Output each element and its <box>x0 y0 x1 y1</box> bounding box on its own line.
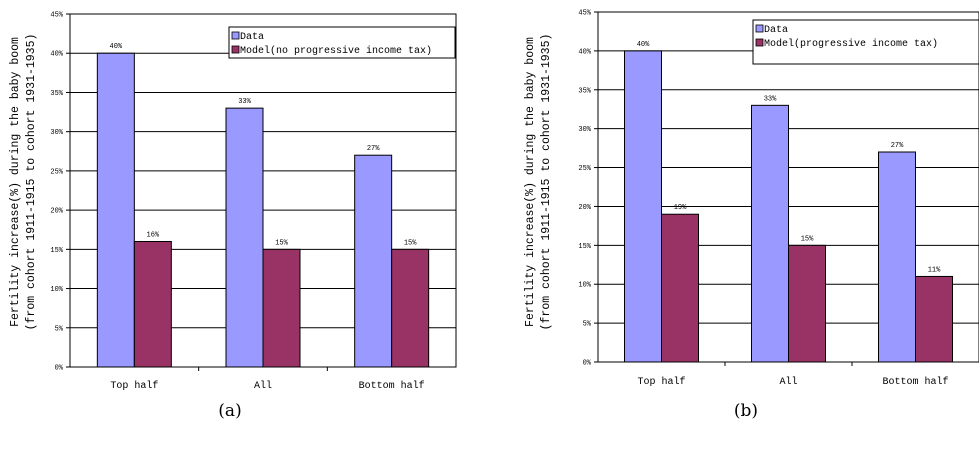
data-label: 27% <box>891 142 904 150</box>
legend-label: Model(progressive income tax) <box>764 38 938 50</box>
panel-caption: (b) <box>734 401 758 421</box>
y-tick-label: 15% <box>50 247 63 255</box>
y-tick-label: 45% <box>578 10 591 18</box>
data-label: 15% <box>801 235 814 243</box>
data-label: 40% <box>637 41 650 49</box>
bar-data <box>879 152 916 362</box>
category-label: All <box>779 376 797 388</box>
category-label: Bottom half <box>359 380 425 392</box>
data-label: 15% <box>404 239 417 247</box>
bar-model <box>789 245 826 362</box>
y-tick-label: 15% <box>578 243 591 251</box>
category-label: Top half <box>637 376 685 388</box>
bar-data <box>97 53 134 367</box>
legend-swatch <box>232 46 239 53</box>
y-tick-label: 35% <box>50 90 63 98</box>
y-axis-title: (from cohort 1911-1915 to cohort 1931-19… <box>540 34 553 331</box>
legend-swatch <box>756 39 763 46</box>
legend-label: Model(no progressive income tax) <box>240 45 432 57</box>
panel-caption: (a) <box>218 401 241 421</box>
bar-model <box>916 276 953 362</box>
bar-data <box>625 51 662 362</box>
y-axis-title: (from cohort 1911-1915 to cohort 1931-19… <box>25 34 38 331</box>
y-tick-label: 20% <box>50 208 63 216</box>
data-label: 19% <box>674 204 687 212</box>
y-tick-label: 0% <box>55 365 64 373</box>
legend-swatch <box>232 32 239 39</box>
data-label: 33% <box>764 95 777 103</box>
y-tick-label: 30% <box>578 126 591 134</box>
y-axis-title: Fertility increase(%) during the baby bo… <box>9 37 22 327</box>
legend-swatch <box>756 25 763 32</box>
y-tick-label: 20% <box>578 204 591 212</box>
legend-label: Data <box>764 25 788 36</box>
y-tick-label: 0% <box>583 360 592 368</box>
data-label: 27% <box>367 145 380 153</box>
y-tick-label: 10% <box>578 282 591 290</box>
bar-model <box>134 241 171 367</box>
category-label: Bottom half <box>882 376 948 388</box>
y-tick-label: 45% <box>50 12 63 20</box>
category-label: Top half <box>110 380 158 392</box>
bar-data <box>752 105 789 362</box>
category-label: All <box>254 380 272 392</box>
y-tick-label: 25% <box>50 168 63 176</box>
y-tick-label: 5% <box>55 325 64 333</box>
y-tick-label: 5% <box>583 321 592 329</box>
y-tick-label: 30% <box>50 129 63 137</box>
bar-data <box>355 155 392 367</box>
data-label: 33% <box>238 98 251 106</box>
y-tick-label: 25% <box>578 165 591 173</box>
bar-model <box>392 249 429 367</box>
data-label: 16% <box>147 231 160 239</box>
bar-data <box>226 108 263 367</box>
y-tick-label: 10% <box>50 286 63 294</box>
data-label: 40% <box>110 43 123 51</box>
data-label: 11% <box>928 266 941 274</box>
bar-model <box>263 249 300 367</box>
y-axis-title: Fertility increase(%) during the baby bo… <box>524 37 537 327</box>
y-tick-label: 35% <box>578 87 591 95</box>
bar-model <box>662 214 699 362</box>
y-tick-label: 40% <box>50 51 63 59</box>
legend-label: Data <box>240 32 264 43</box>
y-tick-label: 40% <box>578 48 591 56</box>
data-label: 15% <box>275 239 288 247</box>
